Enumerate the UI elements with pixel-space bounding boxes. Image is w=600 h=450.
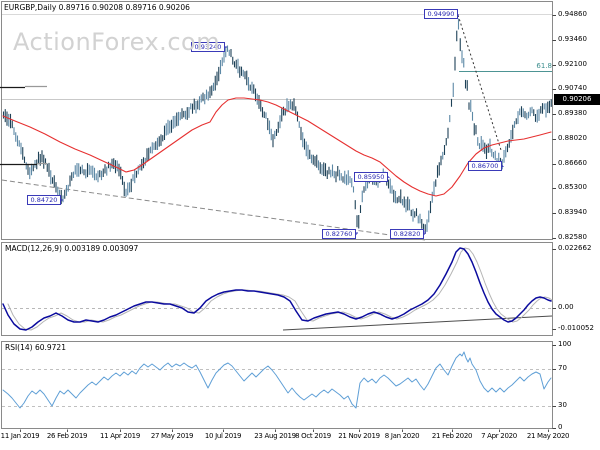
macd-axis-label: -0.010052	[558, 324, 594, 332]
price-annotation-0.85950: 0.85950	[354, 172, 388, 182]
time-axis-label: 11 Apr 2019	[100, 432, 140, 440]
price-axis-label: 0.86660	[558, 159, 587, 167]
price-axis-label: 0.88020	[558, 134, 587, 142]
price-axis-label: 0.85300	[558, 183, 587, 191]
price-annotation-0.82820: 0.82820	[390, 229, 424, 239]
rsi-axis-label: 100	[558, 340, 572, 348]
rsi-axis-label: 30	[558, 401, 567, 409]
rsi-panel-frame	[1, 341, 553, 429]
time-axis-label: 8 Jan 2020	[384, 432, 420, 440]
time-axis-label: 8 Oct 2019	[295, 432, 331, 440]
time-axis-label: 7 Apr 2020	[481, 432, 517, 440]
price-axis-label: 0.82580	[558, 233, 587, 241]
fibonacci-61.8-label: 61.8	[536, 62, 552, 70]
rsi-indicator-label: RSI(14) 60.9721	[5, 343, 66, 352]
price-annotation-0.84720: 0.84720	[27, 195, 61, 205]
actionforex-watermark: ActionForex.com	[13, 28, 221, 56]
rsi-axis-label: 0	[558, 423, 563, 431]
price-annotation-0.93240: 0.93240	[191, 42, 225, 52]
time-axis-label: 10 Jul 2019	[204, 432, 242, 440]
price-panel-frame	[1, 1, 553, 240]
macd-indicator-label: MACD(12,26,9) 0.003189 0.003097	[5, 244, 139, 253]
current-price-tag: 0.90206	[554, 94, 600, 105]
price-axis-label: 0.89380	[558, 109, 587, 117]
price-annotation-0.82760: 0.82760	[322, 229, 356, 239]
price-axis-label: 0.92100	[558, 60, 587, 68]
macd-axis-label: 0.022662	[558, 244, 592, 252]
price-annotation-0.86700: 0.86700	[468, 161, 502, 171]
time-axis-label: 21 May 2020	[526, 432, 570, 440]
time-axis-label: 21 Feb 2020	[431, 432, 473, 440]
time-axis-label: 26 Feb 2019	[46, 432, 88, 440]
time-axis-label: 23 Aug 2019	[254, 432, 296, 440]
price-axis-label: 0.90740	[558, 84, 587, 92]
price-axis-label: 0.93460	[558, 35, 587, 43]
price-axis-label: 0.83940	[558, 208, 587, 216]
price-bars-dark	[2, 30, 552, 234]
price-axis-label: 0.94860	[558, 10, 587, 18]
price-annotation-0.94990: 0.94990	[424, 9, 458, 19]
time-axis-label: 21 Nov 2019	[338, 432, 380, 440]
macd-panel-frame	[1, 242, 553, 336]
time-axis-label: 11 Jan 2019	[0, 432, 40, 440]
symbol-ohlc-header: EURGBP,Daily 0.89716 0.90208 0.89716 0.9…	[4, 3, 190, 12]
macd-axis-label: 0.00	[558, 303, 574, 311]
rsi-axis-label: 70	[558, 364, 567, 372]
time-axis-label: 27 May 2019	[150, 432, 194, 440]
